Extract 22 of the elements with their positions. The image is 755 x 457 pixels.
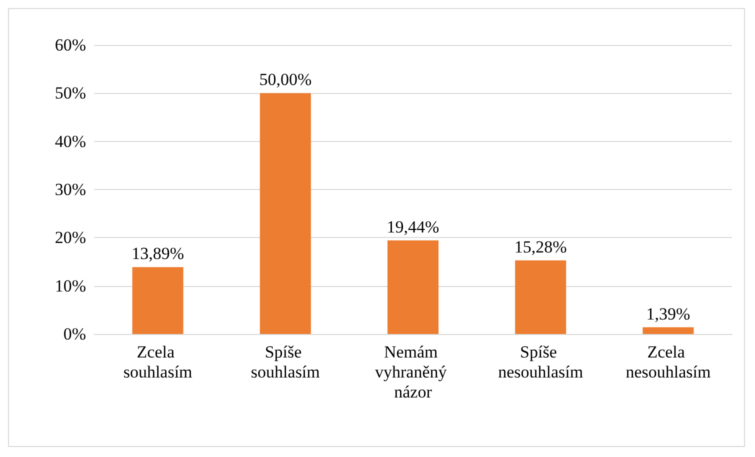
bar [387,240,439,334]
x-tick-label: Spíše souhlasím [250,342,320,382]
data-label: 15,28% [514,237,567,256]
bar [132,267,184,334]
data-label: 50,00% [259,70,312,90]
x-tick-label: Nemám vyhraněný názor [374,342,452,402]
data-label: 19,44% [386,217,440,236]
bar [642,327,694,334]
y-tick-label: 40% [54,132,86,151]
x-tick-label: Zcela souhlasím [123,342,192,382]
y-tick-label: 0% [63,324,86,344]
y-tick-label: 10% [54,276,86,296]
y-tick-label: 50% [54,84,86,103]
x-tick-label: Spíše nesouhlasím [498,342,584,382]
y-tick-label: 60% [54,36,86,54]
x-tick-label: Zcela nesouhlasím [626,342,711,382]
bar [515,260,566,334]
bar [260,93,311,334]
y-tick-label: 20% [54,228,86,248]
data-label: 1,39% [646,304,690,324]
data-label: 13,89% [132,244,184,264]
y-tick-label: 30% [54,180,86,199]
